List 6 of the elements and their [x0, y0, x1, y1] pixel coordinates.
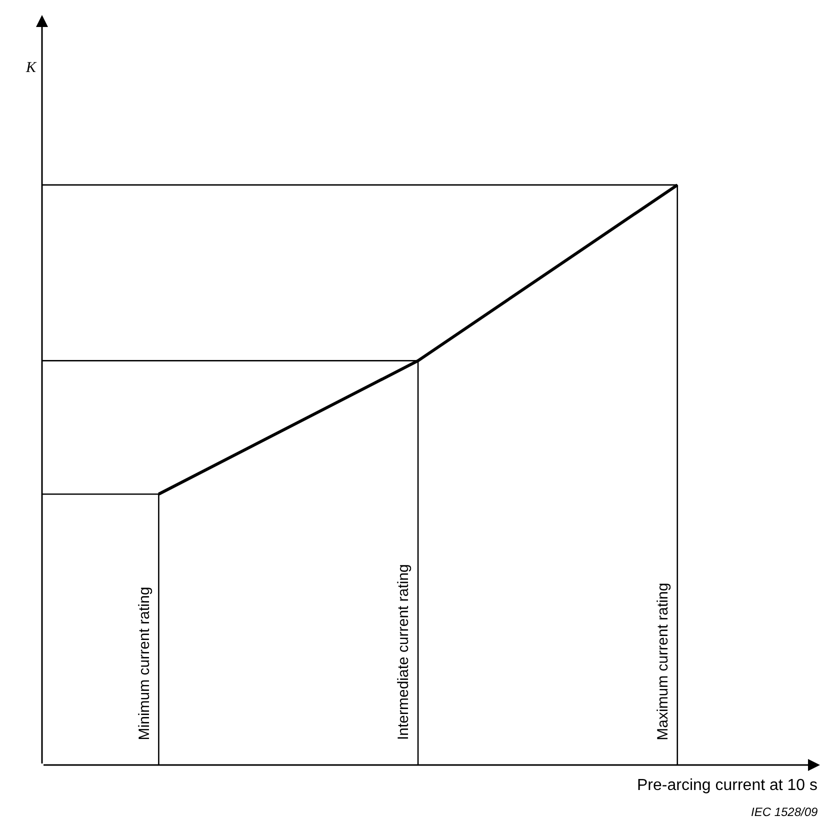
x-tick-label: Minimum current rating: [136, 586, 154, 740]
text: IEC 1528/09: [751, 805, 818, 819]
text: K: [25, 60, 37, 76]
x-tick-label: Intermediate current rating: [395, 564, 412, 740]
x-tick-label: Maximum current rating: [654, 582, 672, 740]
x-axis-title: Pre-arcing current at 10 s: [637, 777, 818, 794]
